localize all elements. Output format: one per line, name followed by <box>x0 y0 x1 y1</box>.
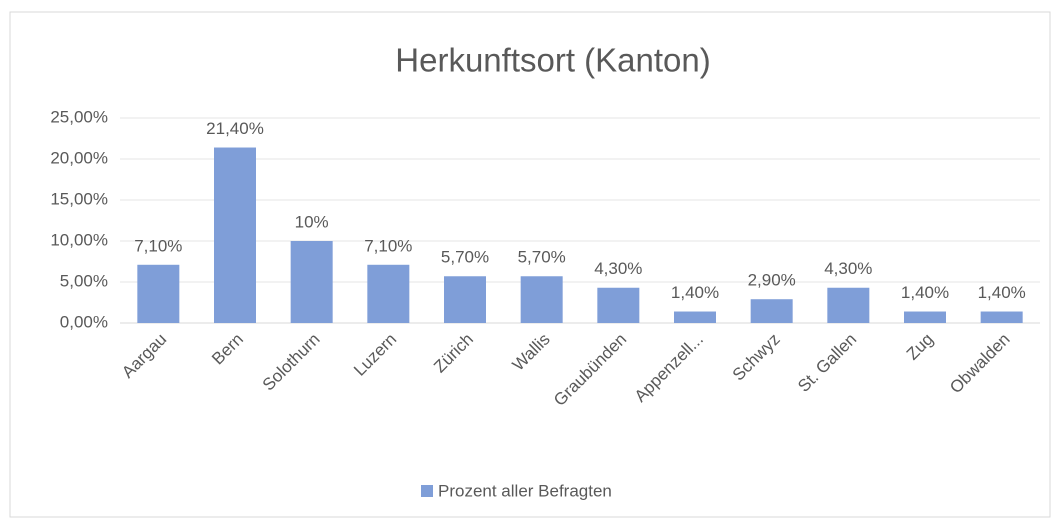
data-label: 1,40% <box>671 283 719 302</box>
y-tick-label: 20,00% <box>50 148 108 167</box>
y-tick-label: 5,00% <box>60 271 108 290</box>
data-label: 5,70% <box>518 248 566 267</box>
bar <box>137 264 180 323</box>
data-label: 7,10% <box>364 236 412 255</box>
y-tick-label: 10,00% <box>50 230 108 249</box>
bar <box>674 311 716 323</box>
bar <box>980 311 1023 323</box>
data-label: 2,90% <box>748 271 796 290</box>
bar <box>904 311 946 323</box>
bar <box>520 276 563 323</box>
data-label: 1,40% <box>901 283 949 302</box>
data-label: 4,30% <box>824 259 872 278</box>
bar <box>827 287 870 323</box>
data-label: 5,70% <box>441 248 489 267</box>
data-label: 10% <box>295 212 329 231</box>
data-label: 1,40% <box>978 283 1026 302</box>
bar <box>290 241 333 323</box>
legend-label: Prozent aller Befragten <box>438 481 612 500</box>
y-tick-label: 15,00% <box>50 189 108 208</box>
y-tick-label: 25,00% <box>50 107 108 126</box>
bar <box>214 147 256 323</box>
bar <box>597 287 640 323</box>
chart-title: Herkunftsort (Kanton) <box>395 42 710 79</box>
bar <box>367 264 410 323</box>
bar <box>750 299 793 323</box>
chart-border <box>9 11 1051 518</box>
data-label: 21,40% <box>206 119 264 138</box>
legend-swatch <box>421 485 433 497</box>
bar <box>444 276 486 323</box>
data-label: 7,10% <box>134 236 182 255</box>
data-label: 4,30% <box>594 259 642 278</box>
y-tick-label: 0,00% <box>60 312 108 331</box>
